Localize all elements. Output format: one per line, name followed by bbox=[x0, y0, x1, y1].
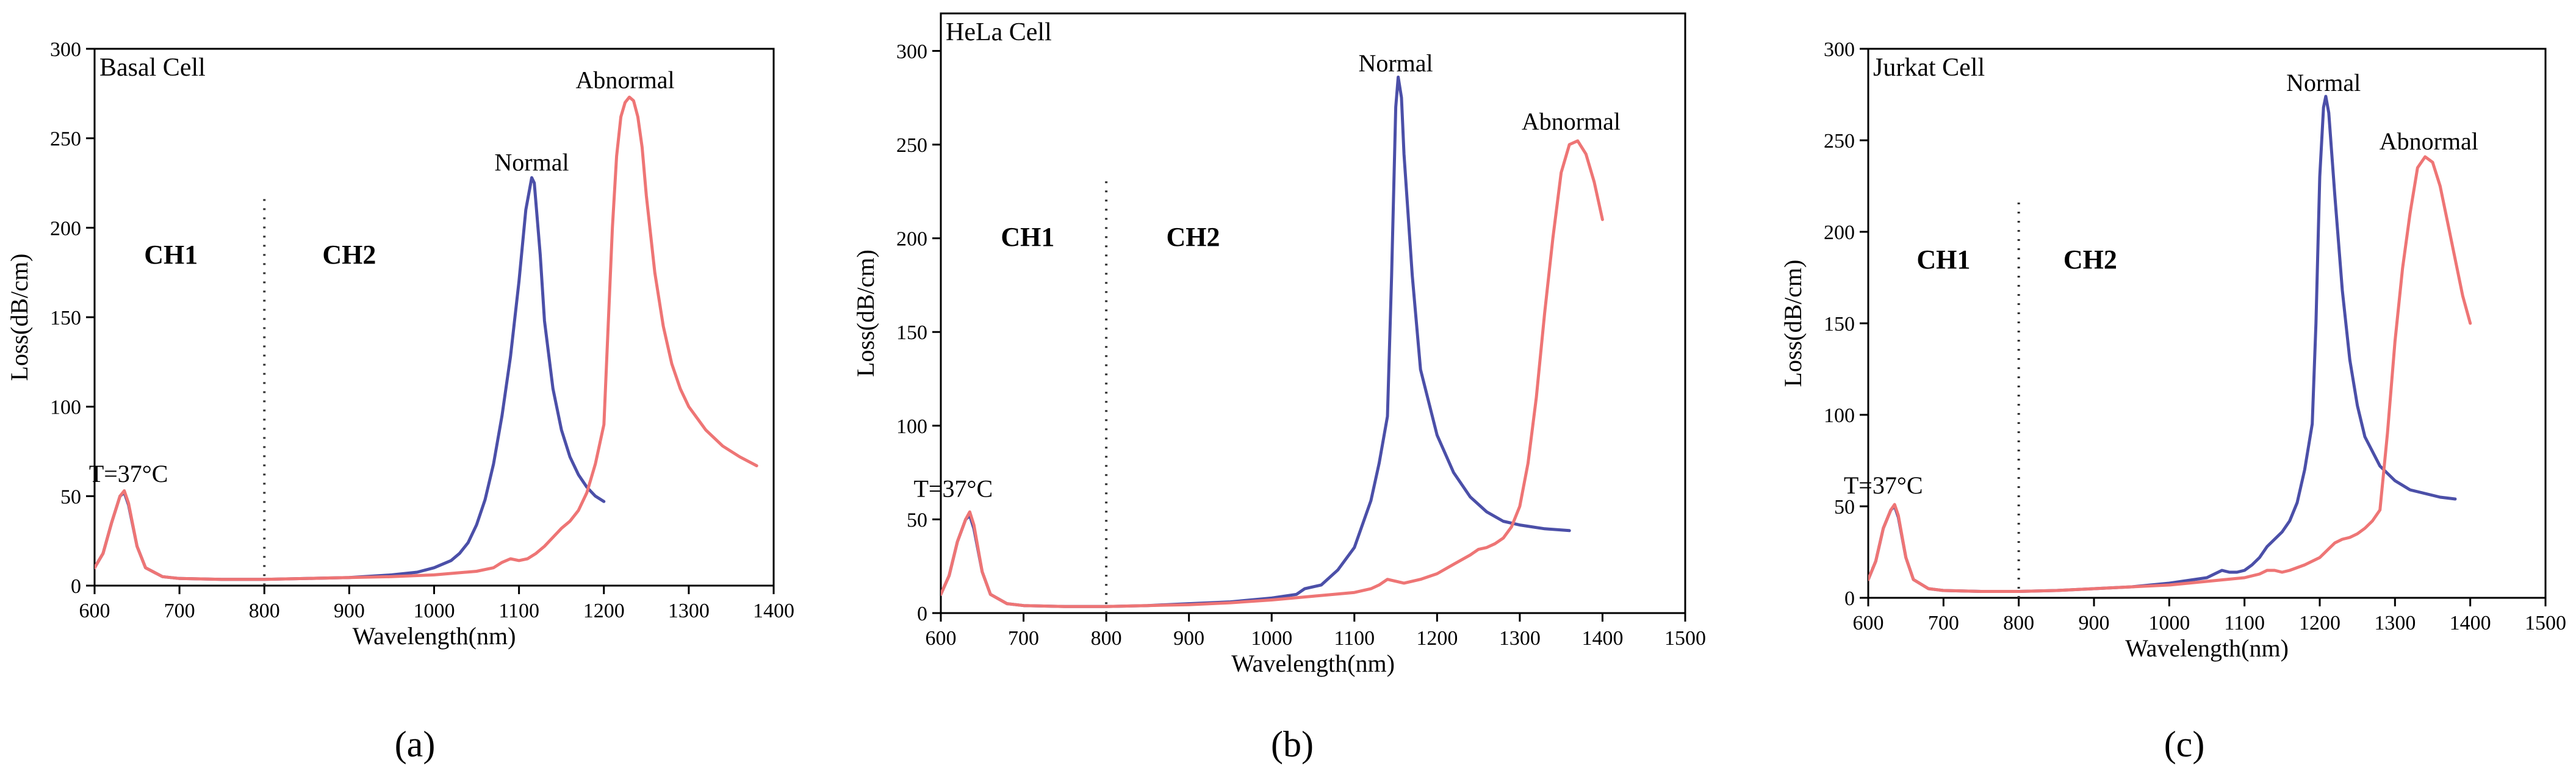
panel-caption: (b) bbox=[1271, 724, 1314, 764]
y-tick-label: 0 bbox=[71, 575, 81, 598]
series-line-abnormal bbox=[941, 139, 1604, 608]
series-line-abnormal bbox=[95, 95, 758, 581]
channel-label-ch1: CH1 bbox=[144, 240, 198, 270]
panel-title: Jurkat Cell bbox=[1873, 54, 1985, 82]
channel-label-ch1: CH1 bbox=[1916, 245, 1970, 275]
series-label-abnormal: Abnormal bbox=[2380, 127, 2478, 155]
y-tick-label: 100 bbox=[1824, 404, 1855, 427]
x-tick-label: 1400 bbox=[1581, 627, 1623, 650]
channel-label-ch2: CH2 bbox=[1166, 222, 1220, 252]
panel-caption: (c) bbox=[2164, 724, 2205, 764]
temperature-annotation: T=37°C bbox=[89, 460, 168, 487]
x-tick-label: 1000 bbox=[2148, 612, 2190, 634]
series-label-abnormal: Abnormal bbox=[575, 66, 674, 94]
y-tick-label: 150 bbox=[1824, 313, 1855, 336]
temperature-annotation: T=37°C bbox=[913, 475, 993, 503]
x-tick-label: 1200 bbox=[583, 600, 625, 622]
x-tick-label: 1400 bbox=[753, 600, 794, 622]
channel-label-ch2: CH2 bbox=[2063, 245, 2117, 275]
y-tick-label: 50 bbox=[1834, 496, 1855, 519]
y-tick-label: 0 bbox=[1844, 587, 1855, 610]
chart-panel-2: 600 700 800 900 1000 1100 1200 1300 1400 1500 0 50 1… bbox=[852, 12, 1706, 764]
x-tick-label: 700 bbox=[1928, 612, 1959, 634]
y-tick-label: 50 bbox=[907, 509, 927, 531]
x-tick-label: 600 bbox=[1853, 612, 1884, 634]
x-tick-label: 800 bbox=[2003, 612, 2034, 634]
y-tick-label: 50 bbox=[60, 486, 81, 508]
x-tick-label: 700 bbox=[164, 600, 195, 622]
y-tick-label: 300 bbox=[1824, 38, 1855, 61]
x-tick-label: 1500 bbox=[1664, 627, 1706, 650]
y-tick-label: 100 bbox=[50, 397, 81, 419]
y-tick-label: 250 bbox=[50, 128, 81, 151]
series-label-abnormal: Abnormal bbox=[1522, 107, 1621, 135]
x-tick-label: 1500 bbox=[2525, 612, 2566, 634]
panel-title: Basal Cell bbox=[99, 54, 206, 82]
chart-panel-3: 600 700 800 900 1000 1100 1200 1300 1400 1500 0 50 1… bbox=[1779, 38, 2566, 764]
x-tick-label: 900 bbox=[334, 600, 365, 622]
x-tick-label: 600 bbox=[79, 600, 110, 622]
y-tick-label: 200 bbox=[50, 217, 81, 240]
y-tick-label: 200 bbox=[1824, 221, 1855, 244]
series-line-abnormal bbox=[1868, 155, 2472, 593]
series-line-normal bbox=[1868, 95, 2457, 593]
channel-label-ch1: CH1 bbox=[1001, 222, 1054, 252]
y-axis-title: Loss(dB/cm) bbox=[852, 249, 879, 377]
panel-caption: (a) bbox=[395, 724, 436, 764]
series-line-normal bbox=[941, 75, 1571, 608]
y-axis-title: Loss(dB/cm) bbox=[1779, 260, 1807, 387]
x-tick-label: 1000 bbox=[414, 600, 455, 622]
plot-frame bbox=[940, 12, 1686, 614]
y-tick-label: 0 bbox=[917, 603, 927, 625]
plot-frame bbox=[93, 48, 775, 587]
x-tick-label: 700 bbox=[1008, 627, 1039, 650]
channel-label-ch2: CH2 bbox=[322, 240, 376, 270]
x-tick-label: 1300 bbox=[668, 600, 710, 622]
y-tick-label: 150 bbox=[896, 321, 927, 344]
x-tick-label: 800 bbox=[249, 600, 280, 622]
series-line-normal bbox=[95, 176, 606, 581]
x-tick-label: 1200 bbox=[2299, 612, 2340, 634]
x-tick-label: 600 bbox=[926, 627, 957, 650]
series-label-normal: Normal bbox=[2286, 69, 2361, 96]
chart-panel-1: 600 700 800 900 1000 1100 1200 1300 1400 0 50 100 15… bbox=[5, 38, 794, 764]
x-tick-label: 1400 bbox=[2450, 612, 2491, 634]
y-axis-title: Loss(dB/cm) bbox=[5, 254, 33, 381]
x-tick-label: 900 bbox=[2079, 612, 2110, 634]
y-tick-label: 100 bbox=[896, 415, 927, 438]
x-axis-title: Wavelength(nm) bbox=[353, 622, 516, 650]
x-tick-label: 1100 bbox=[498, 600, 539, 622]
x-tick-label: 1100 bbox=[2224, 612, 2265, 634]
x-tick-label: 1100 bbox=[1334, 627, 1375, 650]
y-tick-label: 250 bbox=[1824, 130, 1855, 153]
panel-title: HeLa Cell bbox=[946, 18, 1052, 46]
y-tick-label: 250 bbox=[896, 134, 927, 157]
series-label-normal: Normal bbox=[1358, 49, 1433, 77]
y-tick-label: 200 bbox=[896, 228, 927, 251]
y-tick-label: 300 bbox=[896, 40, 927, 63]
x-tick-label: 1000 bbox=[1251, 627, 1292, 650]
y-tick-label: 300 bbox=[50, 38, 81, 61]
series-label-normal: Normal bbox=[494, 148, 569, 176]
x-axis-title: Wavelength(nm) bbox=[2125, 634, 2289, 662]
x-tick-label: 1200 bbox=[1416, 627, 1458, 650]
x-tick-label: 900 bbox=[1173, 627, 1204, 650]
x-axis-title: Wavelength(nm) bbox=[1231, 650, 1395, 677]
x-tick-label: 800 bbox=[1091, 627, 1122, 650]
y-tick-label: 150 bbox=[50, 307, 81, 329]
temperature-annotation: T=37°C bbox=[1844, 472, 1923, 499]
x-tick-label: 1300 bbox=[2374, 612, 2416, 634]
x-tick-label: 1300 bbox=[1499, 627, 1541, 650]
